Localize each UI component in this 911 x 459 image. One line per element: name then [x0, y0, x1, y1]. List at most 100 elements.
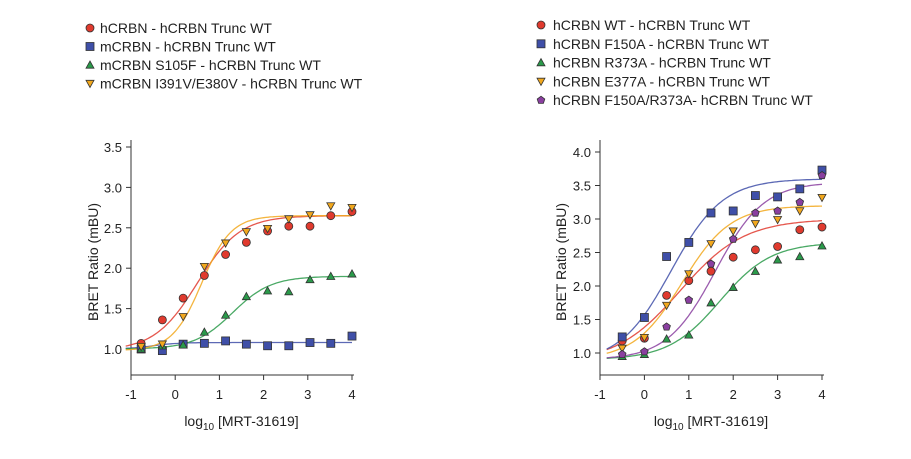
legend-item: hCRBN - hCRBN Trunc WT: [85, 20, 272, 36]
legend-label: hCRBN - hCRBN Trunc WT: [100, 20, 272, 36]
data-point: [773, 242, 782, 251]
data-point: [178, 313, 188, 322]
series-4: [617, 193, 827, 354]
data-point: [136, 342, 146, 352]
data-point: [157, 315, 167, 325]
data-point: [817, 193, 827, 203]
data-point: [750, 266, 761, 275]
data-point: [817, 171, 827, 180]
series-5: [617, 171, 827, 359]
data-point: [326, 271, 336, 280]
data-point: [706, 259, 716, 268]
legend-marker: [85, 60, 95, 69]
data-point: [262, 286, 273, 295]
legend-item: mCRBN I391V/E380V - hCRBN Trunc WT: [85, 76, 363, 92]
x-label-log: log: [654, 413, 673, 429]
data-point: [284, 286, 294, 296]
data-point: [199, 338, 209, 348]
series-4: [136, 202, 357, 352]
data-point: [221, 250, 230, 259]
data-point: [284, 215, 294, 224]
y-tick-label: 2.5: [573, 246, 591, 261]
x-tick-label: 2: [730, 387, 737, 402]
x-tick-label: -1: [594, 387, 606, 402]
data-point: [178, 293, 188, 303]
data-point: [728, 252, 738, 262]
legend-label: hCRBN F150A/R373A- hCRBN Trunc WT: [553, 92, 813, 108]
fit-curve-3: [606, 243, 823, 359]
fit-curve-4: [125, 215, 352, 351]
data-point: [241, 228, 252, 237]
data-point: [326, 202, 336, 211]
data-point: [220, 239, 231, 248]
data-point: [684, 295, 694, 304]
data-point: [199, 262, 210, 272]
legend-item: hCRBN F150A - hCRBN Trunc WT: [536, 36, 770, 52]
chart-2: -1 0 1 2 3 4 1.0 1.5 2.0 2.5 3.0 3.5 4.0 BRET Ratio (…: [536, 17, 827, 433]
legend-item: mCRBN S105F - hCRBN Trunc WT: [85, 57, 321, 73]
legend-item: mCRBN - hCRBN Trunc WT: [85, 39, 276, 55]
x-tick-label: 0: [641, 387, 648, 402]
legend-marker: [536, 57, 546, 67]
y-tick-label: 1.5: [573, 313, 591, 328]
data-point: [684, 330, 694, 339]
legend-item: hCRBN E377A - hCRBN Trunc WT: [536, 73, 771, 89]
data-point: [751, 245, 760, 255]
data-point: [284, 341, 294, 351]
y-axis-label: BRET Ratio (mBU): [85, 203, 101, 321]
x-tick-label: 4: [818, 387, 825, 402]
data-point: [662, 290, 671, 300]
data-point: [795, 225, 805, 235]
data-point: [817, 240, 827, 250]
legend-label: hCRBN F150A - hCRBN Trunc WT: [553, 36, 770, 52]
data-point: [773, 206, 782, 215]
y-tick-label: 2.0: [573, 279, 591, 294]
y-tick-label: 4.0: [573, 145, 591, 160]
data-point: [326, 211, 336, 221]
x-label-log: log: [184, 413, 203, 429]
data-point: [617, 344, 627, 354]
y-tick-label: 3.0: [573, 212, 591, 227]
legend-marker: [85, 42, 95, 51]
fit-curve-1: [125, 215, 352, 347]
y-tick-label: 1.5: [104, 302, 122, 317]
series-2: [617, 165, 827, 342]
data-point: [199, 327, 210, 336]
data-point: [347, 269, 357, 278]
x-label-rest: [MRT-31619]: [214, 413, 299, 429]
data-point: [795, 184, 805, 194]
data-point: [640, 313, 649, 322]
x-tick-label: 1: [216, 387, 223, 402]
data-point: [706, 266, 716, 276]
x-label-subscript: 10: [203, 422, 215, 433]
data-point: [750, 220, 761, 229]
data-point: [662, 322, 671, 331]
data-point: [751, 191, 760, 200]
y-tick-label: 1.0: [573, 346, 591, 361]
data-point: [662, 252, 671, 261]
x-axis-label: log10 [MRT-31619]: [184, 413, 298, 433]
data-point: [728, 234, 738, 243]
x-axis-label: log10 [MRT-31619]: [654, 413, 768, 433]
y-tick-label: 1.0: [104, 342, 122, 357]
legend-marker: [536, 77, 546, 87]
data-point: [220, 310, 231, 319]
series-1: [617, 222, 827, 346]
data-point: [706, 297, 716, 307]
data-point: [347, 203, 357, 213]
legend-label: hCRBN WT - hCRBN Trunc WT: [553, 17, 751, 33]
data-point: [262, 225, 273, 234]
data-point: [305, 211, 315, 220]
data-point: [728, 227, 738, 236]
legend-marker: [536, 95, 546, 104]
legend-label: hCRBN E377A - hCRBN Trunc WT: [553, 73, 771, 89]
y-tick-label: 2.5: [104, 221, 122, 236]
data-point: [199, 271, 209, 280]
data-point: [795, 251, 805, 261]
legend-label: mCRBN S105F - hCRBN Trunc WT: [100, 57, 321, 73]
data-point: [241, 291, 252, 301]
data-point: [661, 334, 672, 343]
data-point: [617, 349, 627, 359]
legend-marker: [85, 79, 95, 89]
data-point: [817, 222, 827, 232]
